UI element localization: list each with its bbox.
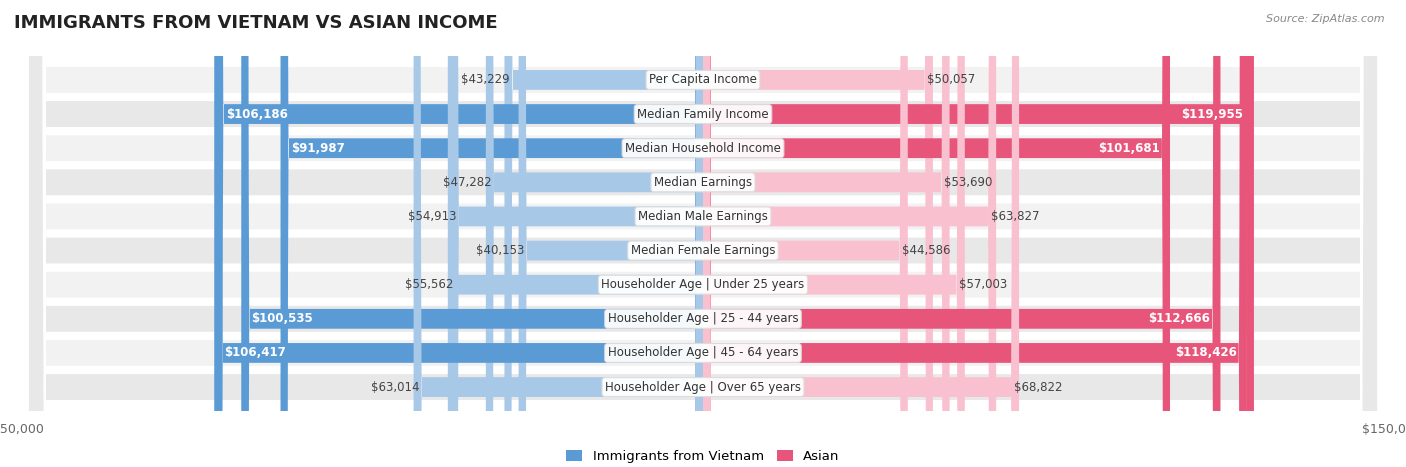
FancyBboxPatch shape (28, 0, 1378, 467)
FancyBboxPatch shape (703, 0, 908, 467)
FancyBboxPatch shape (28, 0, 1378, 467)
FancyBboxPatch shape (703, 0, 1019, 467)
Text: Per Capita Income: Per Capita Income (650, 73, 756, 86)
FancyBboxPatch shape (28, 0, 1378, 467)
Text: Median Earnings: Median Earnings (654, 176, 752, 189)
Text: $55,562: $55,562 (405, 278, 453, 291)
Text: $53,690: $53,690 (943, 176, 993, 189)
Text: Median Household Income: Median Household Income (626, 142, 780, 155)
Legend: Immigrants from Vietnam, Asian: Immigrants from Vietnam, Asian (561, 445, 845, 467)
Text: $119,955: $119,955 (1181, 107, 1244, 120)
Text: Householder Age | 25 - 44 years: Householder Age | 25 - 44 years (607, 312, 799, 325)
FancyBboxPatch shape (703, 0, 1254, 467)
Text: $68,822: $68,822 (1014, 381, 1062, 394)
Text: Median Family Income: Median Family Income (637, 107, 769, 120)
Text: $44,586: $44,586 (903, 244, 950, 257)
Text: $91,987: $91,987 (291, 142, 344, 155)
Text: $57,003: $57,003 (959, 278, 1008, 291)
Text: Householder Age | Over 65 years: Householder Age | Over 65 years (605, 381, 801, 394)
FancyBboxPatch shape (703, 0, 949, 467)
FancyBboxPatch shape (703, 0, 997, 467)
FancyBboxPatch shape (28, 0, 1378, 467)
Text: $100,535: $100,535 (252, 312, 314, 325)
FancyBboxPatch shape (28, 0, 1378, 467)
Text: Median Male Earnings: Median Male Earnings (638, 210, 768, 223)
FancyBboxPatch shape (703, 0, 1220, 467)
FancyBboxPatch shape (28, 0, 1378, 467)
Text: $112,666: $112,666 (1149, 312, 1211, 325)
Text: $106,417: $106,417 (225, 347, 287, 360)
FancyBboxPatch shape (505, 0, 703, 467)
Text: $63,827: $63,827 (991, 210, 1039, 223)
FancyBboxPatch shape (413, 0, 703, 467)
Text: Source: ZipAtlas.com: Source: ZipAtlas.com (1267, 14, 1385, 24)
Text: $50,057: $50,057 (928, 73, 976, 86)
FancyBboxPatch shape (214, 0, 703, 467)
FancyBboxPatch shape (242, 0, 703, 467)
Text: Householder Age | Under 25 years: Householder Age | Under 25 years (602, 278, 804, 291)
FancyBboxPatch shape (451, 0, 703, 467)
Text: Median Female Earnings: Median Female Earnings (631, 244, 775, 257)
Text: $54,913: $54,913 (408, 210, 457, 223)
Text: $43,229: $43,229 (461, 73, 510, 86)
FancyBboxPatch shape (703, 0, 1170, 467)
FancyBboxPatch shape (519, 0, 703, 467)
FancyBboxPatch shape (28, 0, 1378, 467)
FancyBboxPatch shape (447, 0, 703, 467)
FancyBboxPatch shape (28, 0, 1378, 467)
Text: $118,426: $118,426 (1175, 347, 1237, 360)
Text: IMMIGRANTS FROM VIETNAM VS ASIAN INCOME: IMMIGRANTS FROM VIETNAM VS ASIAN INCOME (14, 14, 498, 32)
Text: $101,681: $101,681 (1098, 142, 1160, 155)
FancyBboxPatch shape (28, 0, 1378, 467)
Text: $106,186: $106,186 (225, 107, 287, 120)
FancyBboxPatch shape (703, 0, 965, 467)
Text: $47,282: $47,282 (443, 176, 491, 189)
FancyBboxPatch shape (215, 0, 703, 467)
Text: $40,153: $40,153 (475, 244, 524, 257)
FancyBboxPatch shape (703, 0, 934, 467)
FancyBboxPatch shape (486, 0, 703, 467)
FancyBboxPatch shape (28, 0, 1378, 467)
Text: Householder Age | 45 - 64 years: Householder Age | 45 - 64 years (607, 347, 799, 360)
Text: $63,014: $63,014 (371, 381, 419, 394)
FancyBboxPatch shape (703, 0, 1247, 467)
FancyBboxPatch shape (281, 0, 703, 467)
